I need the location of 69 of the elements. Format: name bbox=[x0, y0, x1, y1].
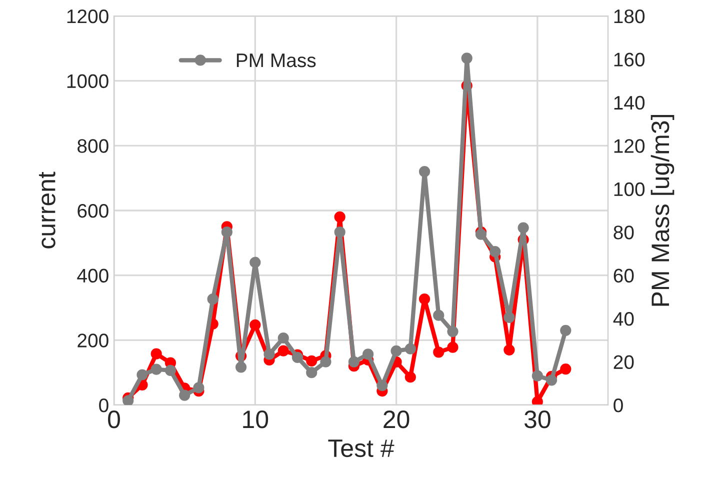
y2-tick-label: 80 bbox=[614, 226, 634, 240]
y2-tick-label: 60 bbox=[614, 268, 634, 283]
point bbox=[334, 211, 346, 223]
point bbox=[546, 374, 558, 386]
y-tick-label: 1200 bbox=[67, 9, 108, 24]
x-tick-label: 0 bbox=[108, 410, 120, 428]
point bbox=[518, 222, 529, 234]
point bbox=[207, 294, 218, 305]
y-tick-label: 200 bbox=[78, 334, 108, 348]
x-tick-label: 10 bbox=[243, 410, 268, 428]
x-tick-label: 30 bbox=[524, 410, 550, 428]
point bbox=[193, 382, 204, 394]
point bbox=[306, 367, 318, 378]
point bbox=[418, 293, 430, 305]
point bbox=[164, 364, 176, 376]
y-tick-label: 1000 bbox=[67, 74, 108, 88]
point bbox=[433, 310, 444, 321]
point bbox=[334, 226, 346, 238]
point bbox=[447, 342, 458, 353]
point bbox=[447, 326, 458, 338]
y2-tick-label: 140 bbox=[614, 96, 645, 110]
y-tick-label: 600 bbox=[78, 204, 108, 218]
legend-label: PM Mass bbox=[236, 54, 316, 68]
point bbox=[532, 370, 543, 382]
y2-tick-label: 20 bbox=[614, 355, 634, 370]
point bbox=[532, 396, 543, 405]
point bbox=[348, 356, 360, 368]
point bbox=[264, 348, 275, 360]
point bbox=[433, 346, 444, 358]
y-tick-label: 400 bbox=[77, 268, 108, 283]
y2-tick-label: 40 bbox=[613, 312, 634, 326]
point bbox=[461, 52, 472, 64]
point bbox=[320, 356, 332, 368]
point bbox=[560, 363, 572, 375]
point bbox=[292, 352, 304, 364]
point bbox=[490, 246, 501, 258]
point bbox=[250, 319, 261, 330]
y2-tick-label: 100 bbox=[614, 182, 645, 196]
y2-axis-title: PM Mass [ug/m3] bbox=[650, 115, 674, 306]
point bbox=[278, 345, 289, 356]
point bbox=[221, 226, 232, 238]
point bbox=[404, 343, 416, 354]
point bbox=[122, 395, 134, 405]
point bbox=[390, 345, 402, 357]
point bbox=[150, 364, 162, 375]
point bbox=[504, 312, 515, 324]
y2-tick-label: 0 bbox=[614, 398, 623, 412]
y2-tick-label: 120 bbox=[614, 139, 645, 153]
point bbox=[362, 348, 374, 360]
point bbox=[306, 355, 318, 366]
x-tick-label: 20 bbox=[384, 410, 410, 428]
point bbox=[418, 166, 430, 178]
point bbox=[278, 332, 289, 344]
point bbox=[376, 380, 388, 392]
point bbox=[504, 344, 515, 356]
y2-tick-label: 180 bbox=[614, 9, 645, 24]
point bbox=[250, 256, 261, 268]
y2-tick-label: 160 bbox=[614, 52, 645, 66]
y-tick-label: 0 bbox=[99, 398, 108, 412]
point bbox=[475, 228, 487, 240]
point bbox=[235, 362, 247, 373]
y-tick-label: 800 bbox=[78, 139, 108, 153]
y-axis-title: current bbox=[38, 172, 56, 248]
point bbox=[560, 324, 572, 336]
point bbox=[179, 390, 190, 401]
point bbox=[404, 372, 416, 383]
point bbox=[136, 369, 148, 380]
point bbox=[150, 348, 162, 360]
x-axis-title: Test # bbox=[328, 440, 394, 458]
